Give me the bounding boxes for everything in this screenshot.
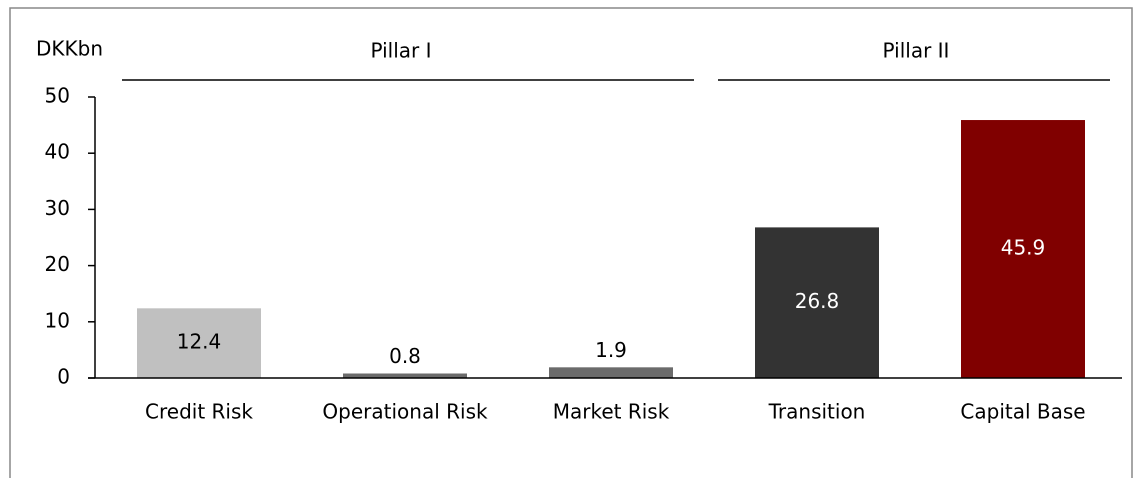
value-label: 45.9 bbox=[1001, 236, 1046, 260]
y-axis-label: DKKbn bbox=[36, 37, 103, 61]
value-label: 12.4 bbox=[177, 330, 222, 354]
x-tick-label: Market Risk bbox=[553, 400, 670, 424]
y-tick-label: 0 bbox=[57, 365, 70, 389]
y-tick-label: 10 bbox=[45, 308, 70, 332]
x-tick-label: Transition bbox=[768, 400, 866, 424]
value-label: 26.8 bbox=[795, 289, 840, 313]
value-label: 1.9 bbox=[595, 338, 627, 362]
x-tick-label: Credit Risk bbox=[145, 400, 253, 424]
value-label: 0.8 bbox=[389, 344, 421, 368]
bar bbox=[549, 367, 673, 378]
bar bbox=[137, 308, 261, 378]
y-tick-label: 20 bbox=[45, 252, 70, 276]
bar bbox=[755, 227, 879, 378]
bar bbox=[343, 373, 467, 378]
x-tick-label: Capital Base bbox=[960, 400, 1085, 424]
y-tick-label: 40 bbox=[45, 140, 70, 164]
bar bbox=[961, 120, 1085, 379]
y-tick-label: 50 bbox=[45, 84, 70, 108]
x-tick-label: Operational Risk bbox=[322, 400, 488, 424]
frame bbox=[9, 7, 1133, 478]
group-label: Pillar II bbox=[883, 39, 950, 63]
group-label: Pillar I bbox=[370, 39, 431, 63]
y-tick-label: 30 bbox=[45, 196, 70, 220]
